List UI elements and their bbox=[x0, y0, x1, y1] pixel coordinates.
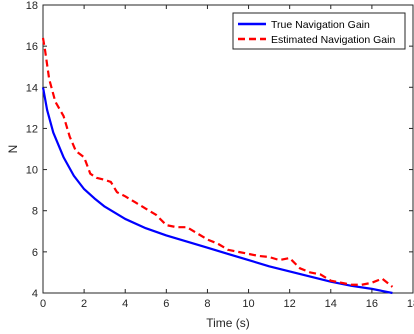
x-tick-label-5: 10 bbox=[242, 298, 254, 310]
x-tick-label-2: 4 bbox=[122, 298, 128, 310]
plot-area bbox=[41, 4, 414, 295]
x-tick-label-0: 0 bbox=[40, 298, 46, 310]
y-tick-label-6: 16 bbox=[26, 41, 38, 53]
y-tick-label-7: 18 bbox=[26, 0, 38, 12]
y-axis-label: N bbox=[6, 145, 20, 154]
legend-label-true-gain: True Navigation Gain bbox=[271, 19, 370, 31]
x-tick-label-8: 16 bbox=[366, 298, 378, 310]
series-line-estimated-gain bbox=[41, 37, 394, 288]
series-line-true-gain bbox=[41, 87, 393, 295]
y-tick-label-0: 4 bbox=[32, 288, 38, 300]
x-tick-label-3: 6 bbox=[163, 298, 169, 310]
x-tick-label-9: 18 bbox=[407, 298, 414, 310]
legend-label-estimated-gain: Estimated Navigation Gain bbox=[271, 34, 395, 46]
legend-box bbox=[232, 12, 406, 50]
series-layer bbox=[41, 37, 394, 295]
legend: True Navigation Gain Estimated Navigatio… bbox=[232, 12, 406, 50]
x-axis-label: Time (s) bbox=[206, 316, 250, 330]
y-axis-ticks: 4 6 8 10 12 14 16 18 bbox=[26, 0, 413, 300]
y-tick-label-2: 8 bbox=[32, 206, 38, 218]
y-tick-label-4: 12 bbox=[26, 123, 38, 135]
plot-frame bbox=[42, 4, 414, 294]
x-tick-label-6: 12 bbox=[284, 298, 296, 310]
y-tick-label-3: 10 bbox=[26, 165, 38, 177]
x-tick-label-1: 2 bbox=[81, 298, 87, 310]
y-tick-label-1: 6 bbox=[32, 247, 38, 259]
x-tick-label-4: 8 bbox=[204, 298, 210, 310]
y-tick-label-5: 14 bbox=[26, 82, 38, 94]
x-tick-label-7: 14 bbox=[325, 298, 337, 310]
x-axis-ticks: 0 2 4 6 8 10 12 14 16 18 bbox=[40, 5, 414, 310]
